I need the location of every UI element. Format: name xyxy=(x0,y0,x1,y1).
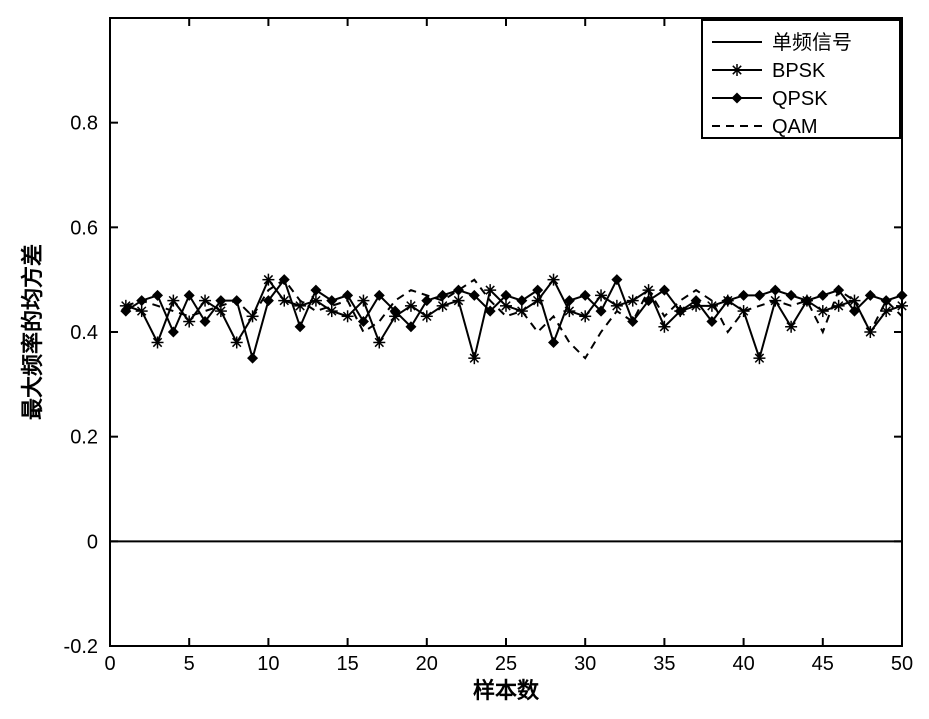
y-tick-label: 0 xyxy=(87,531,98,553)
marker-star xyxy=(468,352,480,364)
marker-diamond xyxy=(343,291,353,301)
marker-star xyxy=(294,300,306,312)
marker-diamond xyxy=(184,291,194,301)
x-tick-label: 30 xyxy=(574,653,596,675)
series-qpsk xyxy=(121,275,907,363)
marker-star xyxy=(421,310,433,322)
legend-label: QAM xyxy=(772,116,818,138)
marker-star xyxy=(896,300,908,312)
x-tick-label: 25 xyxy=(495,653,517,675)
marker-star xyxy=(611,300,623,312)
marker-star xyxy=(326,305,338,317)
marker-star xyxy=(262,274,274,286)
series-bpsk xyxy=(120,274,908,365)
marker-star xyxy=(136,305,148,317)
x-tick-label: 0 xyxy=(104,653,115,675)
x-tick-label: 5 xyxy=(184,653,195,675)
y-tick-label: -0.2 xyxy=(64,636,98,658)
chart-svg: 0 5 10 15 20 25 30 35 40 45 50 -0.2 0 0.2 0.4 0.6 0.8 样本数… xyxy=(0,0,929,719)
legend-label: BPSK xyxy=(772,60,826,82)
marker-star xyxy=(753,352,765,364)
marker-diamond xyxy=(818,291,828,301)
marker-star xyxy=(373,336,385,348)
x-tick-label: 40 xyxy=(732,653,754,675)
marker-diamond xyxy=(295,322,305,332)
marker-diamond xyxy=(248,353,258,363)
legend: 单频信号 BPSK QPSK QAM xyxy=(702,20,900,138)
marker-star xyxy=(152,336,164,348)
marker-star xyxy=(731,64,743,76)
marker-star xyxy=(231,336,243,348)
y-tick-label: 0.2 xyxy=(70,427,98,449)
x-tick-label: 20 xyxy=(416,653,438,675)
marker-diamond xyxy=(755,291,765,301)
marker-star xyxy=(864,326,876,338)
marker-star xyxy=(500,300,512,312)
x-tick-label: 45 xyxy=(812,653,834,675)
marker-star xyxy=(548,274,560,286)
marker-star xyxy=(643,284,655,296)
marker-diamond xyxy=(739,291,749,301)
marker-diamond xyxy=(169,327,179,337)
marker-star xyxy=(833,300,845,312)
marker-diamond xyxy=(786,291,796,301)
marker-star xyxy=(817,305,829,317)
marker-diamond xyxy=(422,296,432,306)
y-tick-label: 0.8 xyxy=(70,113,98,135)
marker-star xyxy=(437,300,449,312)
marker-diamond xyxy=(770,285,780,295)
x-tick-label: 50 xyxy=(891,653,913,675)
x-tick-label: 15 xyxy=(336,653,358,675)
marker-diamond xyxy=(232,296,242,306)
chart-container: 0 5 10 15 20 25 30 35 40 45 50 -0.2 0 0.2 0.4 0.6 0.8 样本数… xyxy=(0,0,929,719)
x-axis-label: 样本数 xyxy=(473,678,540,703)
x-tick-label: 10 xyxy=(257,653,279,675)
legend-label: QPSK xyxy=(772,88,828,110)
marker-star xyxy=(785,321,797,333)
x-tick-label: 35 xyxy=(653,653,675,675)
y-axis-label: 最大频率的均方差 xyxy=(20,244,45,420)
marker-diamond xyxy=(897,291,907,301)
marker-star xyxy=(452,295,464,307)
y-tick-label: 0.4 xyxy=(70,322,98,344)
legend-label: 单频信号 xyxy=(772,31,852,54)
marker-star xyxy=(627,295,639,307)
y-tick-label: 0.6 xyxy=(70,217,98,239)
marker-diamond xyxy=(612,275,622,285)
marker-diamond xyxy=(153,291,163,301)
marker-star xyxy=(405,300,417,312)
marker-star xyxy=(769,295,781,307)
marker-diamond xyxy=(549,338,559,348)
marker-star xyxy=(738,305,750,317)
